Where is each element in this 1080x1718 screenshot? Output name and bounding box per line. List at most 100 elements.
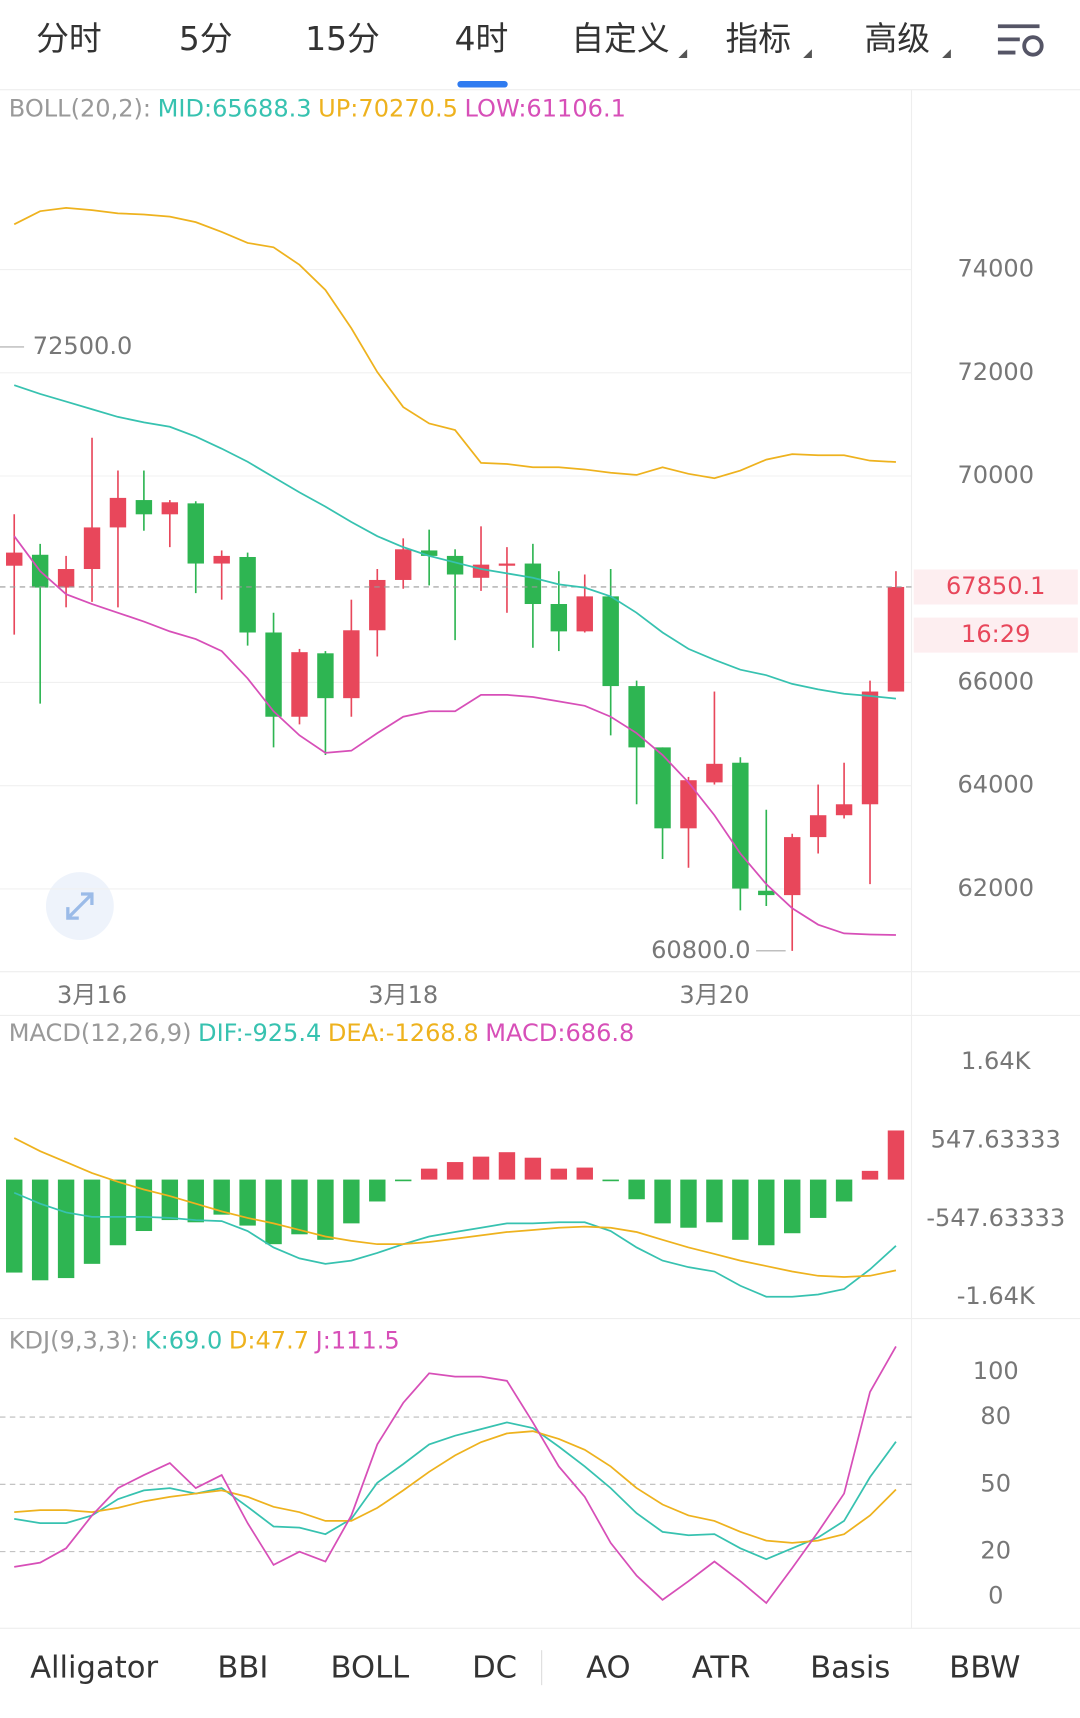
y-tick-label: 74000 (957, 255, 1034, 283)
countdown-box (913, 617, 1078, 653)
histogram-bar (420, 1168, 438, 1180)
indicator-line (14, 1345, 897, 1605)
histogram-bar (835, 1179, 853, 1202)
candle-body (524, 563, 542, 605)
histogram-bar (550, 1168, 568, 1180)
last-price-box (913, 569, 1078, 605)
candle-body (187, 503, 204, 564)
indicator-tab[interactable]: ATR (692, 1650, 751, 1685)
tab[interactable]: 分时 (36, 20, 102, 58)
indicator-header: KDJ(9,3,3): K:69.0 D:47.7 J:111.5 (9, 1327, 400, 1355)
candle-body (602, 596, 619, 687)
candle-body (57, 569, 75, 588)
last-price-label: 67850.1 (946, 572, 1046, 600)
indicator-line (13, 1137, 897, 1278)
indicator-tab[interactable]: BBW (949, 1650, 1020, 1685)
candle-body (6, 552, 23, 566)
indicator-line (13, 1191, 897, 1298)
histogram-bar (369, 1179, 386, 1202)
candle-body (213, 555, 230, 564)
histogram-bar (654, 1179, 671, 1224)
indicator-tab[interactable]: AO (586, 1650, 631, 1685)
tab[interactable]: 高级 (864, 20, 930, 58)
settings-icon[interactable] (997, 24, 1044, 57)
histogram-bar (732, 1179, 749, 1240)
legend-entry: J:111.5 (314, 1327, 400, 1355)
histogram-bar (809, 1179, 827, 1218)
candle-body (654, 747, 671, 829)
histogram-bar (887, 1130, 905, 1180)
legend-entry: DIF:-925.4 (198, 1019, 321, 1047)
y-tick-label: 66000 (957, 667, 1034, 695)
histogram-bar (57, 1179, 75, 1279)
legend-entry: K:69.0 (145, 1327, 222, 1355)
histogram-bar (602, 1179, 619, 1182)
indicator-line (14, 1430, 897, 1544)
y-tick-label: 70000 (957, 461, 1034, 489)
tab[interactable]: 4时 (455, 20, 509, 58)
histogram-bar (343, 1179, 360, 1224)
legend-entry: LOW:61106.1 (464, 94, 625, 122)
histogram-bar (680, 1179, 697, 1228)
candle-body (265, 632, 282, 717)
x-tick-label: 3月18 (368, 981, 438, 1009)
histogram-bar (291, 1179, 308, 1235)
y-tick-label: 72000 (957, 358, 1034, 386)
indicator-header: BOLL(20,2): MID:65688.3 UP:70270.5 LOW:6110… (9, 94, 626, 122)
indicator-line (13, 207, 896, 480)
histogram-bar (498, 1152, 516, 1180)
indicator-tab[interactable]: Basis (810, 1650, 890, 1685)
histogram-bar (628, 1179, 645, 1200)
histogram-bar (6, 1179, 23, 1273)
tab[interactable]: 15分 (305, 20, 380, 58)
candle-body (498, 563, 516, 566)
histogram-bar (187, 1179, 204, 1223)
indicator-tab[interactable]: BBI (217, 1650, 268, 1685)
indicator-name: MACD(12,26,9) (9, 1019, 192, 1047)
y-tick-label: 547.63333 (931, 1125, 1061, 1153)
indicator-header: MACD(12,26,9) DIF:-925.4 DEA:-1268.8 MACD:6… (9, 1019, 635, 1047)
indicator-name: BOLL(20,2): (9, 94, 151, 122)
y-tick-label: 64000 (957, 771, 1034, 799)
extreme-label: 60800.0 (651, 936, 751, 964)
tab[interactable]: 指标 (725, 20, 791, 58)
y-tick-label: 20 (980, 1537, 1011, 1565)
candle-body (576, 596, 593, 632)
y-tick-label: 80 (980, 1402, 1011, 1430)
legend-entry: MACD:686.8 (485, 1019, 634, 1047)
tab[interactable]: 5分 (179, 20, 233, 58)
legend-entry: D:47.7 (229, 1327, 309, 1355)
candle-body (317, 653, 334, 699)
y-tick-label: 100 (973, 1357, 1019, 1385)
legend-entry: UP:70270.5 (318, 94, 458, 122)
indicator-line (13, 535, 896, 936)
histogram-bar (265, 1179, 282, 1245)
candle-body (109, 497, 127, 528)
tab[interactable]: 自定义 (571, 20, 669, 58)
y-tick-label: 0 (988, 1581, 1003, 1609)
legend-entry: DEA:-1268.8 (328, 1019, 479, 1047)
candle-body (887, 586, 905, 692)
indicator-tab[interactable]: Alligator (30, 1650, 158, 1685)
histogram-bar (109, 1179, 127, 1246)
candle-body (135, 500, 153, 515)
expand-button[interactable] (45, 872, 114, 940)
candle-body (472, 564, 490, 578)
extreme-label: 72500.0 (33, 332, 133, 360)
candle-body (680, 780, 697, 829)
indicator-line (13, 384, 897, 700)
candle-body (395, 549, 412, 580)
candle-body (239, 556, 256, 633)
indicator-name: KDJ(9,3,3): (9, 1327, 139, 1355)
y-tick-label: -547.63333 (926, 1204, 1065, 1232)
candle-body (809, 815, 827, 838)
indicator-tab[interactable]: DC (472, 1650, 517, 1685)
candle-body (291, 652, 308, 717)
indicator-tab[interactable]: BOLL (330, 1650, 409, 1685)
candle-body (758, 890, 775, 896)
candle-body (83, 527, 101, 570)
histogram-bar (706, 1179, 723, 1223)
histogram-bar (784, 1179, 801, 1234)
